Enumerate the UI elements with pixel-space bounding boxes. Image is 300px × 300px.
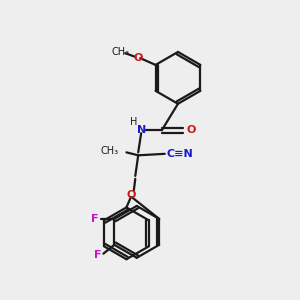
- Text: CH₃: CH₃: [111, 47, 129, 57]
- Text: H: H: [130, 117, 137, 127]
- Text: O: O: [187, 125, 196, 135]
- Text: O: O: [133, 52, 142, 62]
- Text: O: O: [126, 190, 136, 200]
- Text: N: N: [136, 125, 146, 135]
- Text: C≡N: C≡N: [166, 149, 193, 159]
- Text: F: F: [94, 250, 101, 260]
- Text: F: F: [91, 214, 98, 224]
- Text: CH₃: CH₃: [101, 146, 119, 156]
